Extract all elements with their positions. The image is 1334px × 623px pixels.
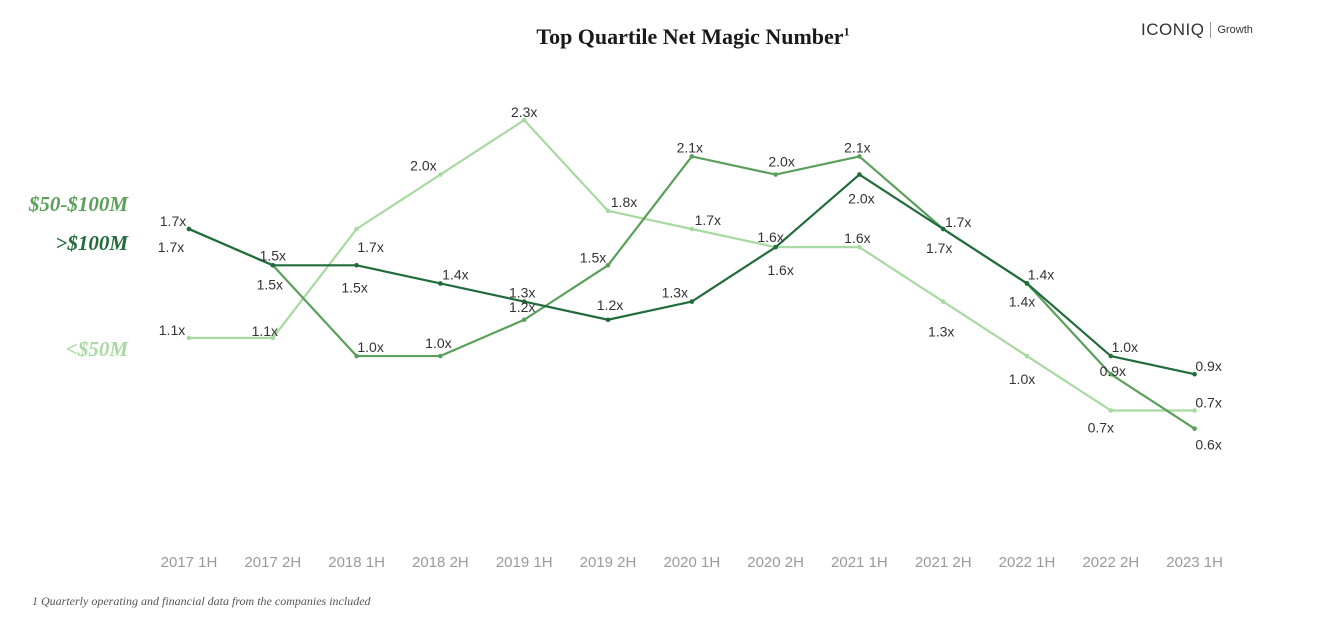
data-point <box>1109 408 1114 413</box>
data-label: 2.1x <box>677 139 703 155</box>
footnote: 1 Quarterly operating and financial data… <box>32 594 371 609</box>
data-label: 0.7x <box>1088 420 1114 436</box>
data-point <box>1025 354 1030 359</box>
data-point <box>522 317 527 322</box>
series-name-label: >$100M <box>55 231 129 255</box>
data-label: 0.9x <box>1195 358 1221 374</box>
x-tick-label: 2022 1H <box>999 554 1056 571</box>
data-label: 1.6x <box>767 262 793 278</box>
data-point <box>773 245 778 250</box>
data-label: 1.7x <box>945 214 971 230</box>
x-tick-label: 2021 2H <box>915 554 972 571</box>
data-label: 1.5x <box>580 249 606 265</box>
data-point <box>354 227 359 232</box>
data-label: 1.4x <box>1028 266 1054 282</box>
data-label: 1.6x <box>757 229 783 245</box>
data-point <box>1192 426 1197 431</box>
series-name-label: $50-$100M <box>28 192 129 216</box>
data-point <box>690 227 695 232</box>
data-label: 2.0x <box>848 191 874 207</box>
x-tick-label: 2021 1H <box>831 554 888 571</box>
data-point <box>187 336 192 341</box>
data-label: 2.0x <box>768 154 794 170</box>
data-label: 1.4x <box>442 266 468 282</box>
x-tick-label: 2019 2H <box>580 554 637 571</box>
data-label: 1.0x <box>357 339 383 355</box>
x-tick-label: 2022 2H <box>1082 554 1139 571</box>
data-label: 1.0x <box>1009 371 1035 387</box>
x-tick-label: 2023 1H <box>1166 554 1223 571</box>
data-label: 0.6x <box>1195 437 1221 453</box>
data-label: 1.2x <box>509 299 535 315</box>
data-label: 1.1x <box>252 323 278 339</box>
data-point <box>690 299 695 304</box>
x-tick-label: 2018 2H <box>412 554 469 571</box>
data-label: 1.5x <box>257 276 283 292</box>
series-line <box>189 156 1195 428</box>
data-label: 0.9x <box>1100 363 1126 379</box>
data-point <box>941 299 946 304</box>
data-label: 1.7x <box>160 213 186 229</box>
data-label: 2.3x <box>511 104 537 120</box>
x-tick-label: 2019 1H <box>496 554 553 571</box>
data-point <box>354 263 359 268</box>
data-label: 2.1x <box>844 139 870 155</box>
data-point <box>438 172 443 177</box>
x-tick-label: 2017 2H <box>244 554 301 571</box>
data-label: 1.3x <box>928 324 954 340</box>
data-label: 1.7x <box>695 212 721 228</box>
data-label: 1.3x <box>509 285 535 301</box>
data-point <box>606 263 611 268</box>
data-label: 1.3x <box>662 285 688 301</box>
data-label: 1.0x <box>425 335 451 351</box>
data-point <box>438 354 443 359</box>
data-label: 1.5x <box>260 247 286 263</box>
x-tick-label: 2020 2H <box>747 554 804 571</box>
data-label: 0.7x <box>1195 395 1221 411</box>
data-point <box>271 263 276 268</box>
data-label: 1.5x <box>341 279 367 295</box>
data-point <box>606 317 611 322</box>
data-label: 1.6x <box>844 230 870 246</box>
x-tick-label: 2020 1H <box>663 554 720 571</box>
data-point <box>606 209 611 214</box>
x-tick-label: 2018 1H <box>328 554 385 571</box>
data-label: 1.7x <box>357 239 383 255</box>
series-name-label: <$50M <box>66 337 129 361</box>
data-label: 1.2x <box>597 297 623 313</box>
data-point <box>773 172 778 177</box>
data-point <box>187 227 192 232</box>
data-label: 1.1x <box>159 322 185 338</box>
x-tick-label: 2017 1H <box>161 554 218 571</box>
data-label: 1.7x <box>158 239 184 255</box>
data-point <box>857 172 862 177</box>
data-label: 1.0x <box>1112 339 1138 355</box>
data-label: 2.0x <box>410 158 436 174</box>
data-label: 1.7x <box>926 240 952 256</box>
data-label: 1.8x <box>611 194 637 210</box>
data-label: 1.4x <box>1009 293 1035 309</box>
